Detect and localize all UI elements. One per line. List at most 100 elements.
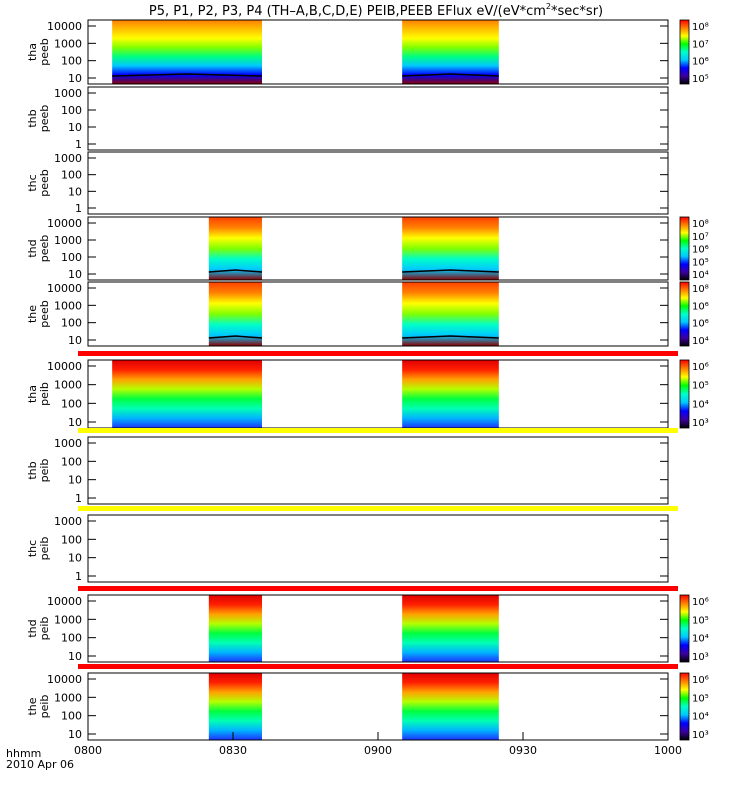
colorbar-tick-label: 10⁵ xyxy=(692,615,709,626)
y-tick-label: 10 xyxy=(68,334,82,347)
colorbar-tick-label: 10⁶ xyxy=(692,675,709,686)
potential-line xyxy=(112,73,263,77)
x-tick-label: 0800 xyxy=(74,744,102,757)
potential-line xyxy=(402,269,499,273)
status-strip xyxy=(78,428,678,433)
y-axis-label: thd xyxy=(26,619,39,637)
y-axis-label: peeb xyxy=(38,235,51,263)
panel-thb-peeb: 1000 100 10 1 thb peeb xyxy=(26,86,669,151)
data-block xyxy=(402,360,499,428)
y-tick-label: 1 xyxy=(75,202,82,215)
panel-thc-peeb: 1000 100 10 1 thc peeb xyxy=(26,151,669,215)
y-axis-label: tha xyxy=(26,43,39,61)
colorbar-tick-label: 10³ xyxy=(692,730,709,741)
data-block xyxy=(208,595,262,662)
x-tick-label: 1000 xyxy=(654,744,682,757)
panel-thd-peib: 10000 1000 100 10 thd peib 10⁶ 10⁵ 10⁴ 10³ xyxy=(26,586,709,663)
y-axis-label: thc xyxy=(26,174,39,191)
status-strip xyxy=(78,351,678,356)
y-axis-label: peib xyxy=(38,617,51,641)
y-tick-label: 10 xyxy=(68,650,82,663)
potential-line xyxy=(402,335,499,339)
panel-frame xyxy=(87,19,669,85)
colorbar-tick-label: 10⁴ xyxy=(692,634,709,645)
y-tick-label: 1000 xyxy=(54,37,82,50)
colorbar xyxy=(679,672,690,741)
colorbar xyxy=(679,594,690,663)
y-tick-label: 10000 xyxy=(47,282,82,295)
y-tick-label: 10 xyxy=(68,552,82,565)
y-tick-label: 1 xyxy=(75,138,82,151)
y-tick-label: 100 xyxy=(61,104,82,117)
potential-line xyxy=(208,269,263,273)
svg-text:P5, P1, P2, P3, P4 (TH–A,B,C,D: P5, P1, P2, P3, P4 (TH–A,B,C,D,E) PEIB,P… xyxy=(149,2,603,19)
panel-thb-peib: 1000 100 10 1 thb peib xyxy=(26,428,678,505)
colorbar xyxy=(679,19,690,85)
panel-frame xyxy=(87,594,669,663)
panel-frame xyxy=(87,672,669,741)
panel-tha-peeb: 10000 1000 100 10 tha peeb 10⁸ 10⁷ 10⁶ 10⁵ xyxy=(26,19,709,85)
y-tick-label: 1 xyxy=(75,492,82,505)
y-axis-label: peib xyxy=(38,459,51,483)
data-block xyxy=(402,673,499,740)
colorbar-tick-label: 10⁴ xyxy=(692,336,709,347)
colorbar-tick-label: 10³ xyxy=(692,652,709,663)
x-axis-date-label: 2010 Apr 06 xyxy=(6,758,74,771)
data-block xyxy=(208,673,262,740)
colorbar-tick-label: 10⁶ xyxy=(692,57,709,68)
y-tick-label: 1000 xyxy=(54,613,82,626)
y-tick-label: 1000 xyxy=(54,437,82,450)
colorbar-tick-label: 10⁵ xyxy=(692,381,709,392)
panel-tha-peib: 10000 1000 100 10 tha peib 10⁶ 10⁵ 10⁴ 10³ xyxy=(26,351,709,429)
y-tick-label: 1000 xyxy=(54,299,82,312)
y-tick-label: 100 xyxy=(61,317,82,330)
y-axis-label: peeb xyxy=(38,38,51,66)
y-tick-label: 1000 xyxy=(54,152,82,165)
y-tick-label: 10 xyxy=(68,185,82,198)
potential-line xyxy=(208,335,263,339)
colorbar-tick-label: 10⁸ xyxy=(692,284,709,295)
y-tick-label: 10 xyxy=(68,416,82,429)
panel-frame xyxy=(87,86,669,151)
y-tick-label: 100 xyxy=(61,710,82,723)
y-axis-label: peeb xyxy=(38,300,51,328)
colorbar xyxy=(679,359,690,429)
title-main: P5, P1, P2, P3, P4 (TH–A,B,C,D,E) PEIB,P… xyxy=(149,4,546,19)
y-tick-label: 10 xyxy=(68,474,82,487)
colorbar-tick-label: 10⁴ xyxy=(692,399,709,410)
x-axis-units-label: hhmm xyxy=(6,747,41,760)
colorbar-tick-label: 10⁶ xyxy=(692,597,709,608)
y-axis-label: thb xyxy=(26,461,39,479)
y-axis-label: thc xyxy=(26,540,39,557)
y-tick-label: 10 xyxy=(68,72,82,85)
status-strip xyxy=(78,586,678,591)
panel-the-peib: 10000 1000 100 10 the peib 10⁶ 10⁵ 10⁴ 10³ xyxy=(26,664,709,741)
panel-the-peeb: 10000 1000 100 10 the peeb 10⁸ 10⁶ 10⁶ 10⁴ xyxy=(26,281,709,347)
y-axis-label: tha xyxy=(26,385,39,403)
y-tick-label: 100 xyxy=(61,251,82,264)
y-tick-label: 100 xyxy=(61,169,82,182)
y-axis-label: peeb xyxy=(38,105,51,133)
colorbar-tick-label: 10⁶ xyxy=(692,362,709,373)
y-tick-label: 10 xyxy=(68,268,82,281)
y-axis-label: thd xyxy=(26,239,39,257)
y-tick-label: 10 xyxy=(68,121,82,134)
colorbar-tick-label: 10⁷ xyxy=(692,39,709,50)
y-axis-label: peib xyxy=(38,695,51,719)
colorbar xyxy=(679,216,690,281)
x-tick-label: 0930 xyxy=(509,744,537,757)
colorbar-tick-label: 10⁶ xyxy=(692,245,709,256)
y-tick-label: 1000 xyxy=(54,234,82,247)
panel-thc-peib: 1000 100 10 1 thc peib xyxy=(26,506,678,583)
y-axis-label: peeb xyxy=(38,169,51,197)
y-axis-label: the xyxy=(26,305,39,323)
y-tick-label: 10000 xyxy=(47,360,82,373)
y-axis-label: thb xyxy=(26,109,39,127)
y-tick-label: 100 xyxy=(61,455,82,468)
colorbar-tick-label: 10⁵ xyxy=(692,693,709,704)
title-superscript: 2 xyxy=(546,2,551,11)
colorbar-tick-label: 10⁶ xyxy=(692,301,709,312)
y-tick-label: 100 xyxy=(61,533,82,546)
